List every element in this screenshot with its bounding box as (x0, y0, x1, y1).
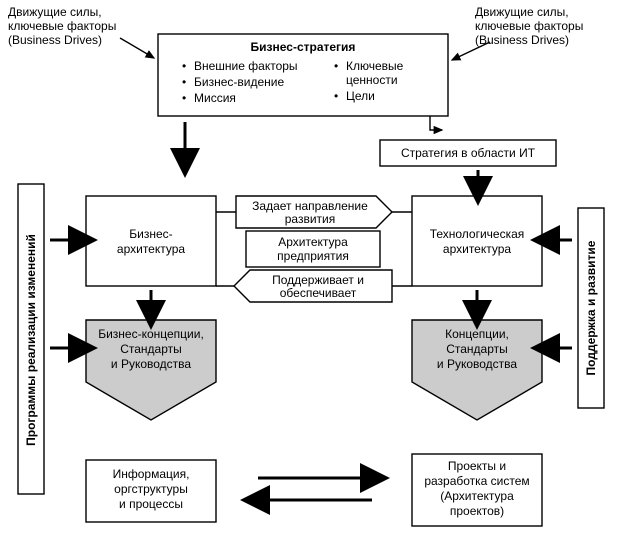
drives-left-line2: ключевые факторы (8, 19, 116, 33)
projects-l1: Проекты и (448, 459, 506, 473)
svg-text:ценности: ценности (346, 73, 398, 87)
drives-right-line3: (Business Drives) (475, 33, 569, 47)
left-rail-label: Программы реализации изменений (24, 234, 38, 446)
projects-l4: проектов) (450, 504, 504, 518)
direction-l1: Задает направление (252, 199, 368, 213)
direction-l2: развития (285, 212, 336, 226)
drives-left-line1: Движущие силы, (8, 5, 102, 19)
right-rail-label: Поддержка и развитие (584, 240, 598, 375)
strategy-bullet5: • (334, 89, 341, 103)
strategy-bullet1: • (182, 59, 189, 73)
tech-concepts-l2: Стандарты (446, 342, 508, 356)
tech-concepts-l3: и Руководства (437, 357, 517, 371)
info-l2: оргструктуры (114, 482, 188, 496)
svg-text:Миссия: Миссия (194, 91, 236, 105)
ent-arch-l2: предприятия (277, 249, 349, 263)
projects-l2: разработка систем (424, 474, 529, 488)
it-strategy-label: Стратегия в области ИТ (401, 146, 536, 160)
info-l3: и процессы (119, 497, 183, 511)
drives-right-line2: ключевые факторы (475, 19, 583, 33)
drives-right-line1: Движущие силы, (475, 5, 569, 19)
strategy-bullet3: • (182, 91, 189, 105)
svg-text:Внешние факторы: Внешние факторы (194, 59, 298, 73)
tech-arch-l1: Технологическая (430, 227, 525, 241)
arrow-drives-left (120, 38, 154, 58)
tech-concepts-l1: Концепции, (445, 327, 509, 341)
ent-arch-l1: Архитектура (278, 235, 348, 249)
supports-l1: Поддерживает и (272, 273, 364, 287)
projects-l3: (Архитектура (440, 489, 514, 503)
supports-l2: обеспечивает (280, 286, 357, 300)
arrow-strategy-to-it (430, 116, 442, 130)
biz-arch-l1: Бизнес- (129, 227, 172, 241)
biz-concepts-l1: Бизнес-концепции, (98, 327, 204, 341)
tech-arch-l2: архитектура (443, 242, 512, 256)
svg-text:Цели: Цели (346, 89, 375, 103)
strategy-bullet2: • (182, 75, 189, 89)
tech-arch-box (412, 196, 542, 286)
svg-text:Ключевые: Ключевые (346, 59, 404, 73)
biz-arch-box (86, 196, 216, 286)
business-strategy-title: Бизнес-стратегия (251, 40, 356, 54)
biz-concepts-l3: и Руководства (111, 357, 191, 371)
arrow-drives-right (452, 42, 490, 60)
drives-left-line3: (Business Drives) (8, 33, 102, 47)
biz-arch-l2: архитектура (117, 242, 186, 256)
info-l1: Информация, (113, 467, 190, 481)
svg-text:Бизнес-видение: Бизнес-видение (194, 75, 284, 89)
biz-concepts-l2: Стандарты (120, 342, 182, 356)
strategy-bullet4: • (334, 59, 341, 73)
